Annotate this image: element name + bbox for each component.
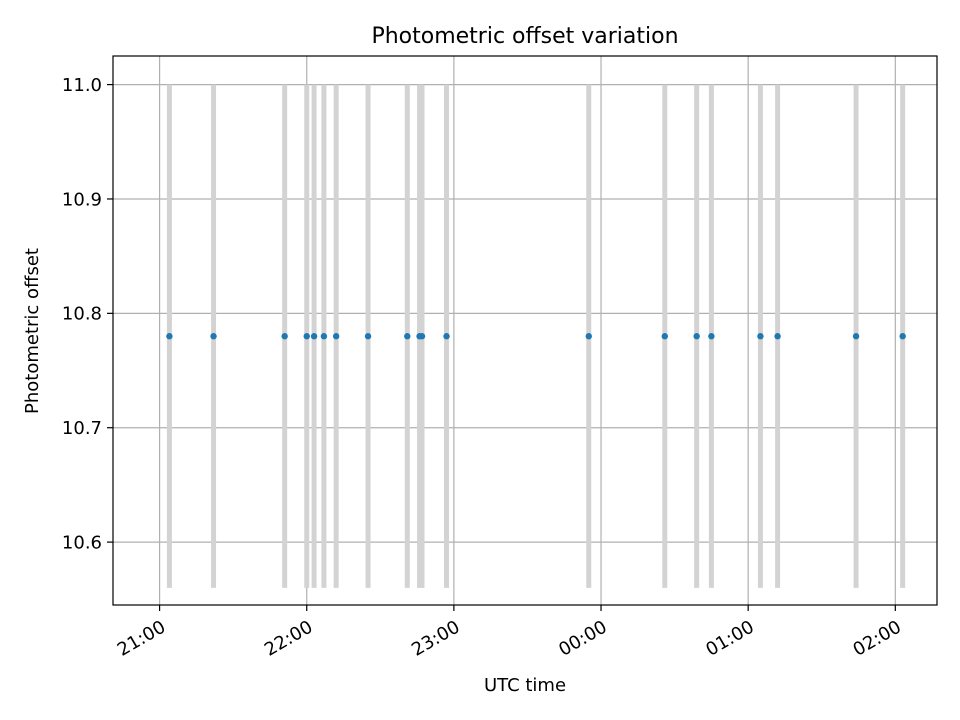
- data-points: [166, 333, 906, 340]
- x-axis-label: UTC time: [484, 675, 566, 696]
- data-point: [585, 333, 592, 340]
- data-point: [303, 333, 310, 340]
- data-point: [364, 333, 372, 340]
- y-tick-label: 10.8: [62, 304, 102, 325]
- data-point: [757, 333, 764, 340]
- data-point: [281, 333, 288, 340]
- y-tick-label: 10.9: [62, 189, 102, 210]
- y-tick-label: 10.6: [62, 532, 102, 553]
- y-tick-label: 10.7: [62, 418, 102, 439]
- plot-frame: [112, 55, 938, 606]
- data-point: [852, 333, 860, 340]
- data-point: [418, 333, 426, 340]
- data-point: [210, 333, 217, 340]
- chart-title: Photometric offset variation: [371, 24, 678, 49]
- data-point: [320, 333, 328, 340]
- data-point: [708, 333, 715, 340]
- data-point: [899, 333, 906, 340]
- data-point: [661, 333, 668, 340]
- y-tick-label: 11.0: [62, 75, 102, 96]
- data-point: [693, 333, 700, 340]
- data-point: [332, 333, 340, 340]
- y-axis: 10.6 10.7 10.8 10.9 11.0: [62, 75, 113, 553]
- data-point: [404, 333, 411, 340]
- data-point: [443, 333, 450, 340]
- data-point: [310, 333, 318, 340]
- data-point: [774, 333, 781, 340]
- y-axis-label: Photometric offset: [22, 248, 43, 414]
- data-point: [166, 333, 173, 340]
